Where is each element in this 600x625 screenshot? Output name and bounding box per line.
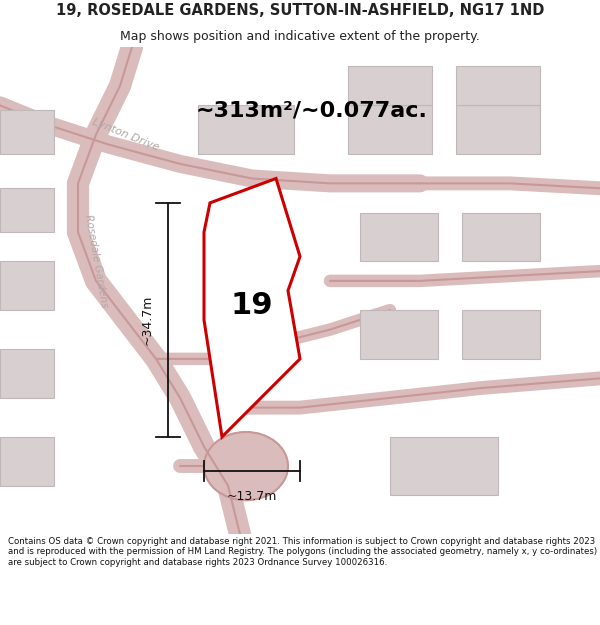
Text: Rosedale Gardens: Rosedale Gardens — [83, 214, 109, 309]
FancyBboxPatch shape — [0, 188, 54, 232]
FancyBboxPatch shape — [0, 110, 54, 154]
FancyBboxPatch shape — [456, 106, 540, 154]
FancyBboxPatch shape — [390, 437, 498, 496]
FancyBboxPatch shape — [456, 66, 540, 106]
Text: Map shows position and indicative extent of the property.: Map shows position and indicative extent… — [120, 30, 480, 43]
FancyBboxPatch shape — [0, 261, 54, 310]
Text: ~13.7m: ~13.7m — [227, 491, 277, 504]
Text: Lynton Drive: Lynton Drive — [91, 117, 161, 152]
FancyBboxPatch shape — [198, 106, 294, 154]
FancyBboxPatch shape — [348, 66, 432, 106]
Text: 19, ROSEDALE GARDENS, SUTTON-IN-ASHFIELD, NG17 1ND: 19, ROSEDALE GARDENS, SUTTON-IN-ASHFIELD… — [56, 2, 544, 18]
Text: ~34.7m: ~34.7m — [140, 294, 154, 345]
FancyBboxPatch shape — [462, 213, 540, 261]
Text: 19: 19 — [230, 291, 274, 320]
Polygon shape — [204, 179, 300, 437]
FancyBboxPatch shape — [360, 213, 438, 261]
FancyBboxPatch shape — [360, 310, 438, 359]
Text: ~313m²/~0.077ac.: ~313m²/~0.077ac. — [196, 100, 428, 120]
FancyBboxPatch shape — [462, 310, 540, 359]
FancyBboxPatch shape — [0, 437, 54, 486]
Circle shape — [204, 432, 288, 500]
Text: Contains OS data © Crown copyright and database right 2021. This information is : Contains OS data © Crown copyright and d… — [8, 537, 597, 567]
FancyBboxPatch shape — [0, 349, 54, 398]
FancyBboxPatch shape — [348, 106, 432, 154]
